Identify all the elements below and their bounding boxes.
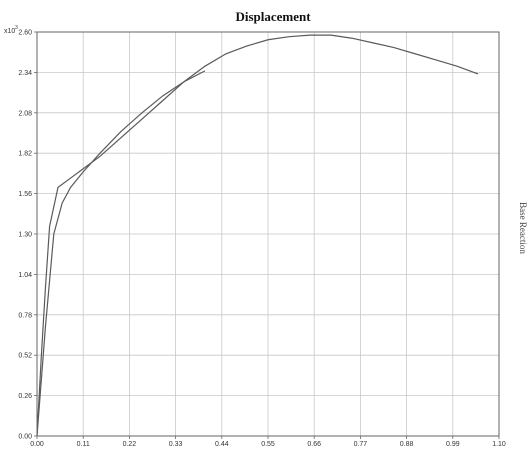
x-tick-label: 1.10 bbox=[492, 441, 506, 448]
x-tick-label: 0.55 bbox=[261, 441, 275, 448]
y-multiplier-base: x10 bbox=[4, 28, 15, 35]
x-tick-label: 0.88 bbox=[400, 441, 414, 448]
x-tick-label: 0.22 bbox=[123, 441, 137, 448]
x-axis-ticks: 0.00 0.11 0.22 0.33 0.44 0.55 0.66 0.77 0.88 0.99… bbox=[30, 436, 506, 448]
series-line-2 bbox=[36, 70, 206, 437]
x-tick-label: 0.33 bbox=[169, 441, 183, 448]
y-axis-ticks: 0.00 0.26 0.52 0.78 1.04 1.30 1.56 1.82 2.08 2.34… bbox=[18, 30, 37, 441]
series-line-1 bbox=[36, 34, 479, 437]
y-tick-label: 0.26 bbox=[18, 393, 32, 400]
x-tick-label: 0.11 bbox=[77, 441, 90, 448]
y-multiplier: x10 3 bbox=[4, 25, 18, 35]
series-group bbox=[36, 34, 479, 437]
x-tick-label: 0.66 bbox=[307, 441, 321, 448]
x-tick-label: 0.99 bbox=[446, 441, 460, 448]
x-tick-label: 0.44 bbox=[215, 441, 229, 448]
right-axis-label: Base Reaction bbox=[518, 202, 528, 254]
y-tick-label: 1.56 bbox=[18, 191, 32, 198]
y-tick-label: 0.78 bbox=[18, 312, 32, 319]
y-tick-label: 1.82 bbox=[18, 151, 32, 158]
y-tick-label: 1.30 bbox=[18, 232, 32, 239]
chart-title: Displacement bbox=[235, 9, 311, 24]
y-tick-label: 2.08 bbox=[18, 110, 32, 117]
y-tick-label: 1.04 bbox=[18, 272, 32, 279]
x-tick-label: 0.77 bbox=[354, 441, 368, 448]
y-tick-label: 2.34 bbox=[18, 70, 32, 77]
y-tick-label: 2.60 bbox=[18, 30, 32, 37]
y-tick-label: 0.00 bbox=[18, 434, 32, 441]
y-multiplier-exponent: 3 bbox=[15, 25, 18, 31]
y-tick-label: 0.52 bbox=[18, 353, 32, 360]
x-tick-label: 0.00 bbox=[30, 441, 44, 448]
grid-lines bbox=[37, 32, 499, 436]
